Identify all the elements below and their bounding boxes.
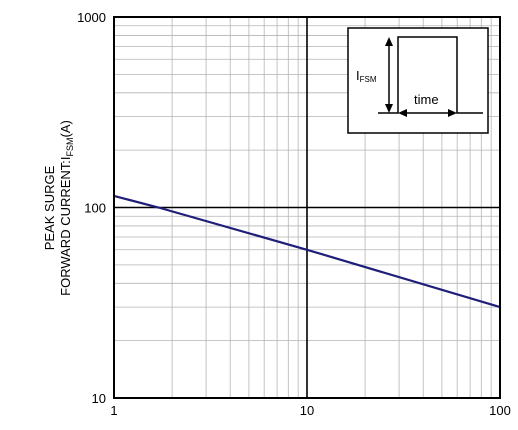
y-tick-label: 1000 bbox=[77, 10, 106, 25]
ifsm-arrowhead-top bbox=[385, 37, 393, 46]
series-group bbox=[113, 194, 501, 309]
ifsm-arrowhead-bottom bbox=[385, 104, 393, 113]
inset-time-label: time bbox=[414, 92, 439, 107]
inset-ifsm-label: IFSM bbox=[356, 68, 377, 84]
time-arrowhead-left bbox=[398, 109, 407, 117]
major-gridlines bbox=[114, 17, 500, 398]
y-tick-label: 100 bbox=[84, 201, 106, 216]
y-tick-label: 10 bbox=[92, 391, 106, 406]
y-axis-label-sub: FSM bbox=[65, 137, 75, 156]
y-axis-label-line1: PEAK SURGE bbox=[42, 165, 57, 250]
time-arrowhead-right bbox=[448, 109, 457, 117]
inset-ifsm-sub: FSM bbox=[360, 75, 377, 84]
inset-frame bbox=[347, 27, 489, 134]
y-axis-label-unit: (A) bbox=[58, 120, 73, 137]
pulse-waveform bbox=[378, 36, 483, 114]
series-line-0 bbox=[113, 194, 501, 309]
inset-ifsm-main: I bbox=[356, 68, 360, 83]
pulse-inset: IFSM time bbox=[347, 27, 489, 134]
y-axis-label-main: FORWARD CURRENT:I bbox=[58, 156, 73, 295]
y-axis-label-line2: FORWARD CURRENT:IFSM(A) bbox=[58, 120, 75, 296]
x-tick-label: 1 bbox=[110, 403, 117, 418]
tick-labels: 1 10 100 10 100 1000 bbox=[77, 10, 511, 418]
plot-frame bbox=[113, 16, 501, 399]
x-tick-label: 10 bbox=[300, 403, 314, 418]
x-tick-label: 100 bbox=[489, 403, 511, 418]
